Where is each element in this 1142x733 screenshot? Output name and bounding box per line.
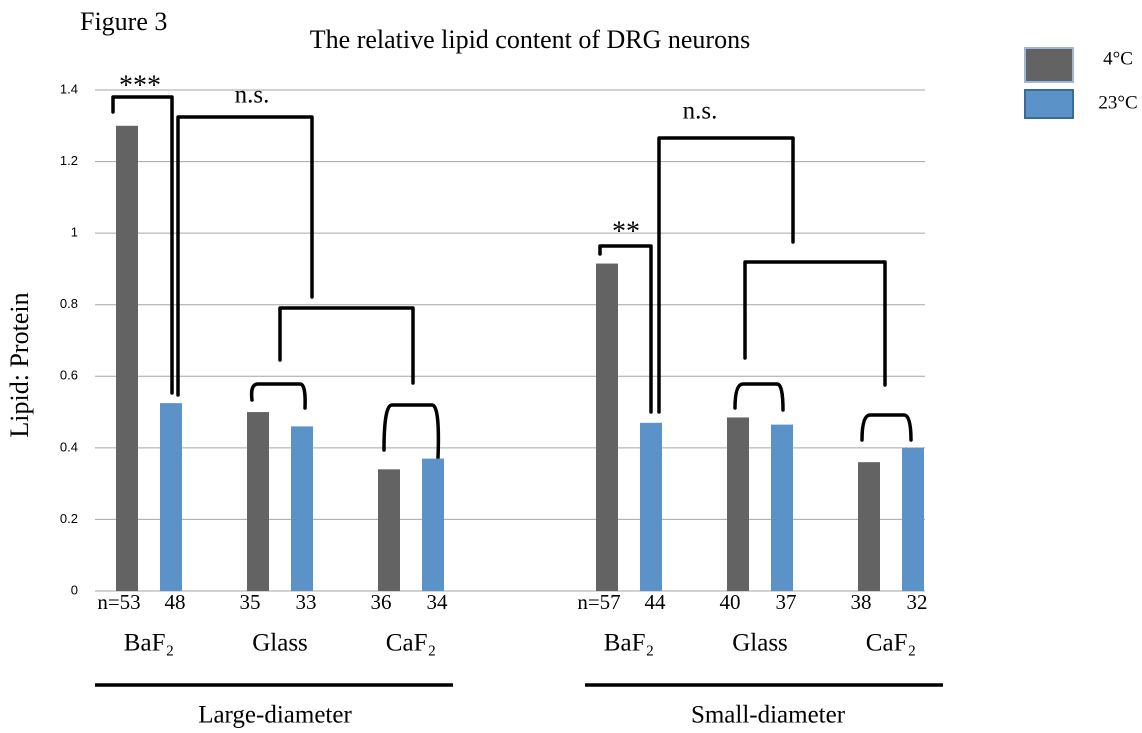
x-tick-label: CaF₂ bbox=[386, 630, 436, 657]
y-tick-label: 1 bbox=[71, 225, 78, 240]
bar bbox=[160, 403, 182, 591]
annotation: ** bbox=[612, 216, 640, 247]
sample-size: 34 bbox=[427, 590, 449, 614]
brackets bbox=[111, 95, 913, 460]
sample-size: n=53 bbox=[97, 590, 140, 614]
group-label: Large-diameter bbox=[198, 702, 352, 729]
y-tick-label: 0.4 bbox=[60, 439, 78, 454]
bars: BaF₂ n=53 48 Glass 35 33 CaF₂ 36 34 BaF₂ n=57 44 Gla… bbox=[97, 47, 1138, 729]
sample-size: 48 bbox=[165, 590, 186, 614]
sample-size: 40 bbox=[720, 590, 741, 614]
bar bbox=[378, 469, 400, 591]
bar bbox=[116, 125, 138, 592]
legend-swatch bbox=[1024, 47, 1074, 83]
y-axis-label: Lipid: Protein bbox=[5, 292, 34, 437]
sample-size: 44 bbox=[645, 590, 667, 614]
y-tick-label: 1.2 bbox=[60, 153, 78, 168]
y-tick-label: 0.2 bbox=[60, 511, 78, 526]
legend-swatch bbox=[1024, 89, 1074, 119]
legend-label: 23°C bbox=[1098, 92, 1137, 113]
x-tick-label: BaF₂ bbox=[124, 630, 174, 657]
sample-size: 35 bbox=[240, 590, 261, 614]
bar bbox=[640, 422, 662, 591]
bar bbox=[858, 462, 880, 591]
group-label: Small-diameter bbox=[691, 702, 846, 729]
sample-size: n=57 bbox=[577, 590, 620, 614]
y-tick-label: 0 bbox=[71, 582, 78, 597]
annotation: n.s. bbox=[683, 98, 718, 125]
annotation: *** bbox=[119, 70, 161, 101]
legend-label: 4°C bbox=[1103, 48, 1133, 69]
annotation: n.s. bbox=[235, 82, 270, 109]
bar bbox=[771, 424, 793, 591]
bar bbox=[727, 417, 749, 591]
chart-title: The relative lipid content of DRG neuron… bbox=[310, 25, 750, 54]
y-tick-label: 0.8 bbox=[60, 296, 78, 311]
x-tick-label: Glass bbox=[252, 630, 308, 657]
sample-size: 37 bbox=[776, 590, 797, 614]
sample-size: 32 bbox=[907, 590, 928, 614]
y-tick-label: 0.6 bbox=[60, 368, 78, 383]
y-tick-label: 1.4 bbox=[60, 81, 78, 96]
bar bbox=[247, 412, 269, 591]
x-tick-label: BaF₂ bbox=[604, 630, 654, 657]
bar bbox=[422, 458, 444, 591]
x-tick-label: Glass bbox=[732, 630, 788, 657]
bar bbox=[291, 426, 313, 591]
bar bbox=[596, 263, 618, 591]
figure-label: Figure 3 bbox=[80, 7, 167, 36]
x-tick-label: CaF₂ bbox=[866, 630, 916, 657]
bar bbox=[902, 447, 924, 591]
plot: 0 0.2 0.4 0.6 0.8 1 1.2 1.4 bbox=[60, 81, 925, 597]
sample-size: 36 bbox=[371, 590, 392, 614]
sample-size: 38 bbox=[851, 590, 872, 614]
sample-size: 33 bbox=[296, 590, 317, 614]
